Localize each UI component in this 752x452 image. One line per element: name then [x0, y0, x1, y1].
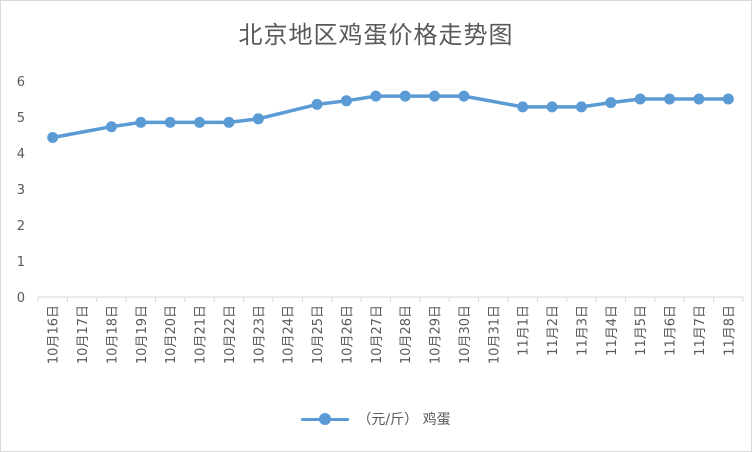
data-point	[664, 93, 676, 105]
x-tick-label: 10月22日	[223, 305, 238, 364]
data-point	[311, 98, 323, 110]
x-tick-label: 10月26日	[340, 305, 355, 364]
data-point	[340, 95, 352, 107]
legend-swatch	[301, 412, 350, 426]
series-line	[50, 94, 731, 140]
x-tick-label: 11月6日	[664, 305, 679, 356]
y-tick-label: 1	[17, 255, 25, 270]
x-tick-label: 10月31日	[487, 305, 502, 364]
data-point	[693, 93, 705, 105]
y-tick-label: 0	[17, 291, 25, 306]
x-tick-label: 10月16日	[47, 305, 62, 364]
x-tick-label: 11月5日	[634, 305, 649, 356]
x-tick-label: 11月4日	[605, 305, 620, 356]
x-tick-label: 10月23日	[252, 305, 267, 364]
data-point	[223, 116, 235, 128]
y-tick-label: 3	[17, 183, 25, 198]
x-tick-label: 10月20日	[164, 305, 179, 364]
y-tick-label: 6	[17, 75, 25, 90]
data-point	[105, 121, 117, 133]
y-tick-label: 2	[17, 219, 25, 234]
x-tick-label: 11月2日	[546, 305, 561, 356]
data-point	[252, 113, 264, 125]
chart-title: 北京地区鸡蛋价格走势图	[238, 21, 514, 49]
data-point	[634, 93, 646, 105]
x-tick-label: 11月7日	[693, 305, 708, 356]
data-point	[47, 132, 59, 144]
data-point	[575, 101, 587, 113]
data-point	[429, 90, 441, 102]
x-tick-label: 11月1日	[517, 305, 532, 356]
x-tick-label: 11月8日	[722, 305, 737, 356]
x-tick-label: 10月18日	[105, 305, 120, 364]
data-point	[546, 101, 558, 113]
x-tick-label: 10月25日	[311, 305, 326, 364]
legend-label: （元/斤） 鸡蛋	[357, 412, 451, 428]
x-tick-label: 10月30日	[458, 305, 473, 364]
legend: （元/斤） 鸡蛋	[1, 409, 751, 429]
data-point	[722, 93, 734, 105]
data-point	[194, 116, 206, 128]
x-tick-label: 10月27日	[370, 305, 385, 364]
x-tick-label: 10月29日	[429, 305, 444, 364]
y-tick-label: 4	[17, 147, 25, 162]
data-point	[458, 90, 470, 102]
x-tick-label: 10月17日	[76, 305, 91, 364]
data-point	[517, 101, 529, 113]
data-point	[605, 97, 617, 109]
data-point	[135, 116, 147, 128]
data-point	[399, 90, 411, 102]
data-point	[164, 116, 176, 128]
x-tick-label: 10月24日	[282, 305, 297, 364]
x-tick-label: 10月21日	[194, 305, 209, 364]
x-tick-label: 10月19日	[135, 305, 150, 364]
y-tick-label: 5	[17, 111, 25, 126]
x-tick-label: 11月3日	[575, 305, 590, 356]
data-point	[370, 90, 382, 102]
x-tick-label: 10月28日	[399, 305, 414, 364]
